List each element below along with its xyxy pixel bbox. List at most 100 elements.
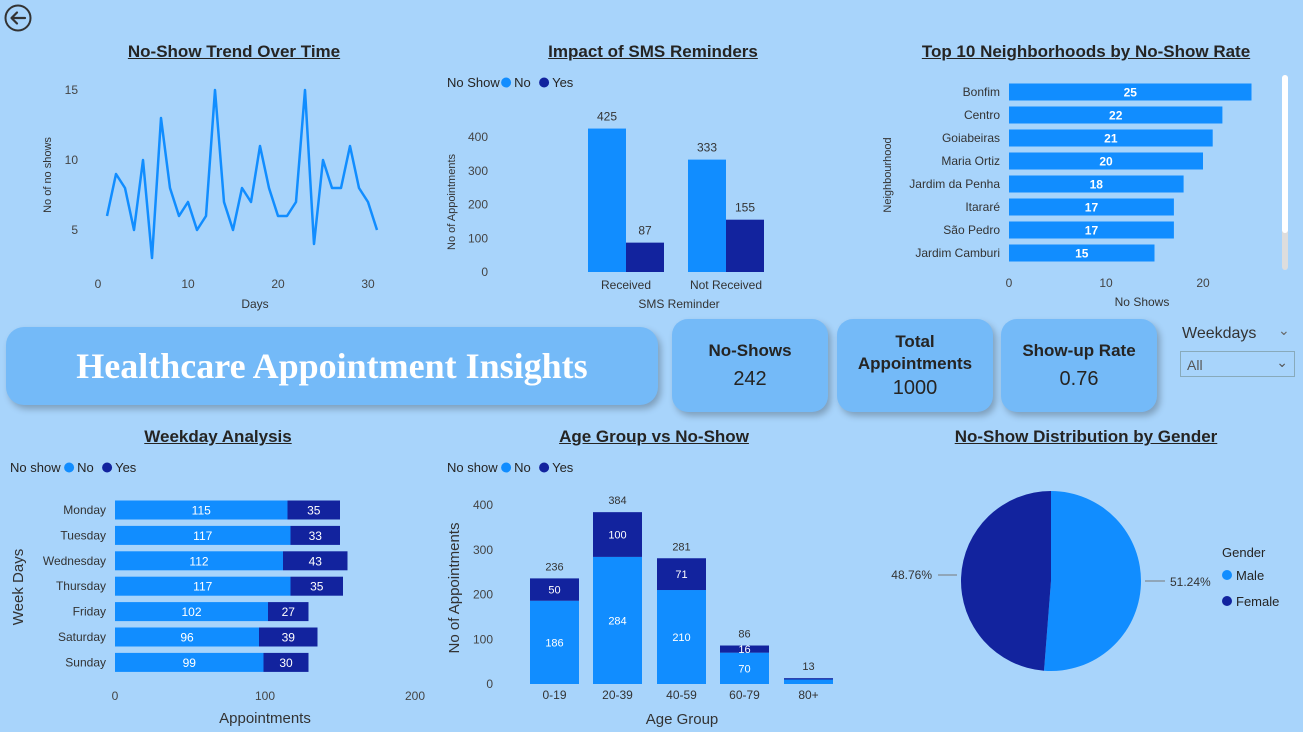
data-label: 25: [1124, 86, 1138, 100]
kpi-value: 0.76: [1059, 368, 1099, 390]
data-label: 18: [1090, 178, 1104, 192]
x-axis-title: Days: [241, 297, 268, 311]
y-tick-label: Thursday: [56, 579, 106, 593]
slicer-selected-value: All: [1187, 357, 1203, 373]
bar-no: [688, 159, 726, 272]
legend-marker-no: [64, 462, 75, 473]
bar-yes: [657, 558, 706, 591]
weekdays-slicer-title: Weekdays: [1182, 325, 1257, 342]
x-tick-label: 30: [361, 277, 375, 291]
total-label: 13: [802, 661, 814, 673]
bar: [1009, 106, 1223, 124]
data-label: 33: [309, 529, 323, 543]
y-tick-label: 400: [473, 498, 493, 512]
age-chart-title: Age Group vs No-Show: [559, 427, 749, 446]
data-label: 87: [638, 224, 652, 238]
total-label: 236: [545, 561, 563, 573]
y-tick-label: Tuesday: [60, 528, 106, 542]
data-label: 35: [307, 504, 321, 518]
bar-yes: [259, 627, 318, 647]
bar-yes: [263, 652, 309, 672]
y-axis-title: No of no shows: [42, 137, 54, 213]
y-tick-label: 0: [486, 677, 493, 691]
data-label: 43: [309, 554, 323, 568]
data-label: 96: [180, 631, 194, 645]
x-tick-label: 60-79: [729, 688, 760, 702]
pie-slice-male: [1043, 491, 1141, 671]
bar-yes: [720, 645, 769, 653]
y-tick-label: 400: [468, 130, 488, 144]
y-tick-label: 200: [468, 198, 488, 212]
data-label: 50: [548, 585, 560, 597]
y-tick-label: Friday: [73, 605, 106, 619]
data-label: 70: [738, 663, 750, 675]
data-label: 39: [282, 631, 296, 645]
y-tick-label: Centro: [964, 108, 1000, 122]
x-tick-label: 80+: [798, 688, 818, 702]
legend-marker-yes: [102, 462, 113, 473]
data-label: 102: [181, 605, 201, 619]
y-axis-title: No of Appointments: [446, 154, 458, 251]
slicer-collapse-icon[interactable]: ⌄: [1278, 322, 1290, 338]
banner-title: Healthcare Appointment Insights: [76, 346, 588, 386]
bar-no: [115, 500, 288, 520]
pie-label-male: 51.24%: [1170, 575, 1211, 589]
legend-label-male: Male: [1236, 568, 1264, 583]
y-tick-label: 200: [473, 588, 493, 602]
bar: [1009, 152, 1203, 170]
neighborhood-chart-title: Top 10 Neighborhoods by No-Show Rate: [921, 42, 1251, 61]
kpi-card-no-shows: No-Shows 242: [672, 319, 828, 412]
y-tick-label: Itararé: [965, 200, 1000, 214]
bar-no: [115, 551, 283, 571]
kpi-label: Show-up Rate: [1022, 341, 1136, 360]
weekday-chart-title: Weekday Analysis: [144, 427, 292, 446]
kpi-value: 1000: [892, 377, 938, 399]
y-tick-label: Jardim Camburi: [915, 246, 1000, 260]
y-tick-label: Goiabeiras: [942, 131, 1000, 145]
total-label: 281: [672, 541, 690, 553]
data-label: 16: [738, 644, 750, 656]
weekday-chart: No show No Yes Monday 115 35 Tuesday 117 33 Wedne…: [10, 460, 425, 727]
neighborhood-chart: Bonfim 25 Centro 22 Goiabeiras 21 Maria Ortiz 2…: [882, 75, 1288, 309]
y-tick-label: 100: [473, 632, 493, 646]
bar-yes: [726, 219, 764, 272]
legend-label-yes: Yes: [115, 460, 137, 475]
x-tick-label: 0-19: [542, 688, 566, 702]
bar-yes: [290, 576, 343, 596]
total-label: 384: [608, 495, 626, 507]
x-tick-label: 200: [405, 689, 425, 703]
y-tick-label: Saturday: [58, 630, 106, 644]
sms-reminder-chart: No Show No Yes 0 100 200 300 400 No of Appointme…: [446, 75, 764, 311]
x-tick-label: 20-39: [602, 688, 633, 702]
trend-line: [105, 88, 379, 260]
x-axis-title: Appointments: [219, 710, 311, 727]
y-tick-label: São Pedro: [943, 223, 1000, 237]
y-tick-label: Bonfim: [963, 85, 1000, 99]
legend-marker-female: [1222, 596, 1232, 606]
legend-label-yes: Yes: [552, 460, 574, 475]
total-label: 86: [738, 629, 750, 641]
legend-title: No show: [10, 460, 61, 475]
x-tick-label: 0: [95, 277, 102, 291]
data-label: 99: [183, 656, 197, 670]
data-label: 30: [279, 656, 293, 670]
y-tick-label: Monday: [63, 503, 106, 517]
data-label: 22: [1109, 109, 1123, 123]
back-button[interactable]: [4, 4, 32, 32]
bar-no: [115, 525, 291, 545]
legend-label-no: No: [77, 460, 94, 475]
bar-no: [593, 556, 642, 684]
x-axis-title: SMS Reminder: [638, 297, 719, 311]
y-tick-label: Wednesday: [43, 554, 106, 568]
y-tick-label: 300: [468, 164, 488, 178]
y-tick-label: 100: [468, 231, 488, 245]
data-label: 21: [1104, 132, 1118, 146]
y-tick-label: 10: [65, 153, 79, 167]
bar: [1009, 198, 1174, 216]
back-arrow-icon: [4, 4, 32, 32]
x-tick-label: Not Received: [690, 278, 762, 292]
data-label: 27: [282, 605, 296, 619]
weekdays-slicer-dropdown[interactable]: All ⌄: [1180, 351, 1295, 377]
bar: [1009, 175, 1184, 193]
data-label: 425: [597, 110, 617, 124]
